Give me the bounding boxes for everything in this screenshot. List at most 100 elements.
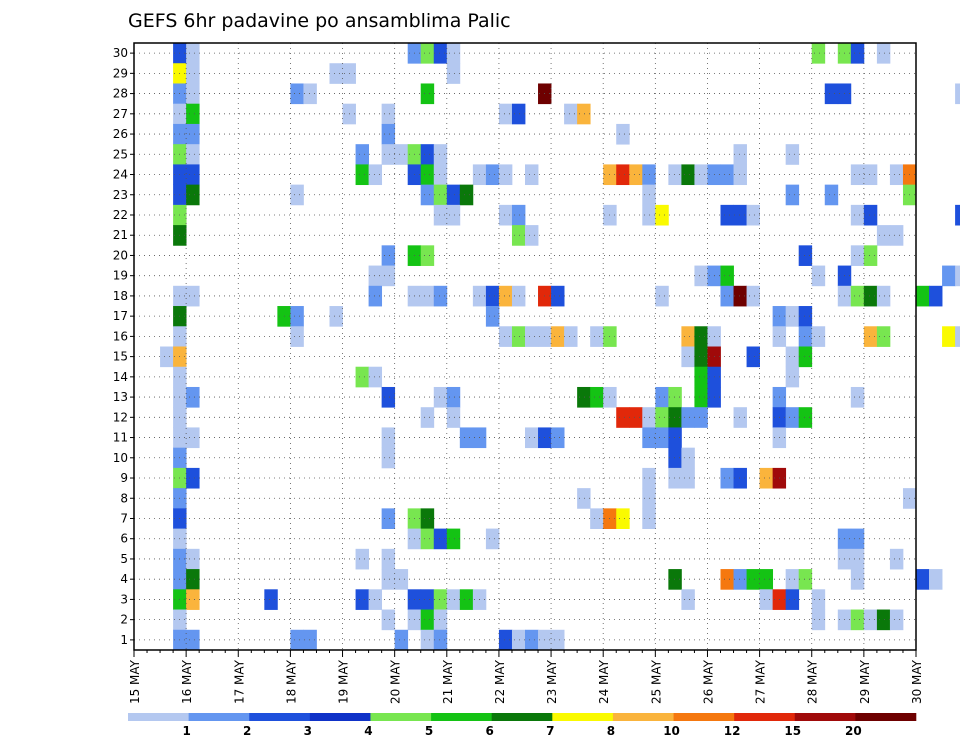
- heatmap-cell: [186, 63, 200, 84]
- y-tick-label: 12: [113, 410, 128, 424]
- y-tick-label: 24: [113, 168, 128, 182]
- x-tick-label: 22 MAY: [493, 659, 507, 704]
- heatmap-cell: [655, 204, 669, 226]
- heatmap-cell: [355, 144, 369, 165]
- x-tick-label: 21 MAY: [441, 659, 455, 704]
- legend-swatch: [612, 713, 674, 721]
- color-legend: 1 2 3 4 5 6 7 8 10 12 15 20: [128, 713, 917, 738]
- heatmap-cell: [577, 386, 591, 408]
- heatmap-cell: [485, 285, 500, 307]
- heatmap-cell: [459, 589, 474, 610]
- heatmap-cell: [186, 43, 200, 64]
- y-tick-label: 10: [113, 451, 128, 465]
- heatmap-cell: [811, 43, 826, 64]
- x-tick-label: 19 MAY: [337, 659, 351, 704]
- heatmap-cell: [616, 508, 630, 529]
- y-tick-label: 21: [113, 228, 128, 242]
- heatmap-cells: [160, 43, 960, 651]
- x-axis-ticks: 15 MAY 16 MAY 17 MAY 18 MAY 19 MAY 20 MAY 21 M…: [128, 650, 924, 704]
- heatmap-cell: [433, 164, 448, 186]
- legend-swatch: [491, 713, 553, 721]
- heatmap-cell: [420, 83, 435, 105]
- heatmap-cell: [186, 629, 200, 651]
- heatmap-cell: [160, 346, 174, 368]
- heatmap-cell: [889, 548, 904, 570]
- heatmap-cell: [863, 245, 878, 266]
- heatmap-cell: [955, 83, 960, 105]
- x-tick-label: 26 MAY: [701, 659, 715, 704]
- heatmap-cell: [798, 326, 813, 347]
- legend-label: 6: [486, 724, 494, 738]
- heatmap-cell: [498, 204, 513, 226]
- heatmap-cell: [498, 629, 513, 651]
- legend-swatch: [370, 713, 432, 721]
- heatmap-cell: [668, 467, 682, 489]
- heatmap-cell: [577, 103, 591, 125]
- heatmap-cell: [498, 103, 513, 125]
- heatmap-cell: [590, 386, 604, 408]
- heatmap-cell: [420, 589, 435, 610]
- heatmap-cell: [720, 265, 734, 287]
- heatmap-cell: [186, 123, 200, 145]
- y-tick-label: 11: [113, 431, 128, 445]
- heatmap-cell: [446, 63, 461, 84]
- heatmap-cell: [433, 609, 448, 631]
- heatmap-cell: [876, 609, 891, 631]
- heatmap-cell: [186, 427, 200, 449]
- heatmap-cell: [733, 204, 747, 226]
- heatmap-cell: [668, 569, 682, 590]
- heatmap-cell: [733, 569, 747, 590]
- heatmap-cell: [681, 467, 695, 489]
- chart-title: GEFS 6hr padavine po ansamblima Palic: [128, 10, 511, 32]
- heatmap-cell: [433, 629, 448, 651]
- heatmap-cell: [798, 245, 813, 266]
- heatmap-cell: [863, 204, 878, 226]
- heatmap-cell: [955, 204, 960, 226]
- heatmap-cell: [733, 164, 747, 186]
- heatmap-cell: [551, 427, 565, 449]
- heatmap-cell: [485, 164, 500, 186]
- heatmap-cell: [850, 43, 865, 64]
- x-tick-label: 16 MAY: [180, 659, 194, 704]
- heatmap-cell: [564, 103, 578, 125]
- heatmap-cell: [863, 609, 878, 631]
- heatmap-cell: [694, 326, 708, 347]
- heatmap-cell: [798, 346, 813, 368]
- heatmap-cell: [798, 569, 813, 590]
- legend-swatch: [734, 713, 796, 721]
- heatmap-cell: [381, 508, 396, 529]
- heatmap-cell: [420, 184, 435, 206]
- heatmap-cell: [955, 326, 960, 347]
- heatmap-cell: [668, 164, 682, 186]
- x-tick-label: 24 MAY: [597, 659, 611, 704]
- heatmap-cell: [446, 386, 461, 408]
- heatmap-cell: [446, 184, 461, 206]
- heatmap-cell: [186, 386, 200, 408]
- y-tick-label: 2: [120, 613, 128, 627]
- heatmap-cell: [850, 245, 865, 266]
- heatmap-cell: [668, 386, 682, 408]
- heatmap-cell: [433, 184, 448, 206]
- grid-lines: [134, 43, 916, 650]
- heatmap-cell: [186, 589, 200, 610]
- heatmap-cell: [577, 488, 591, 509]
- heatmap-cell: [303, 83, 317, 105]
- heatmap-cell: [186, 83, 200, 105]
- heatmap-cell: [785, 346, 800, 368]
- heatmap-cell: [186, 164, 200, 186]
- heatmap-cell: [590, 508, 604, 529]
- heatmap-cell: [381, 386, 396, 408]
- heatmap-cell: [446, 528, 461, 550]
- heatmap-cell: [420, 407, 435, 428]
- y-tick-label: 9: [120, 471, 128, 485]
- heatmap-cell: [785, 184, 800, 206]
- x-tick-label: 23 MAY: [545, 659, 559, 704]
- y-tick-label: 3: [120, 592, 128, 606]
- heatmap-cell: [733, 144, 747, 165]
- heatmap-cell: [629, 407, 643, 428]
- heatmap-cell: [459, 184, 474, 206]
- heatmap-cell: [381, 265, 396, 287]
- heatmap-cell: [446, 589, 461, 610]
- y-tick-label: 28: [113, 87, 128, 101]
- heatmap-cell: [420, 164, 435, 186]
